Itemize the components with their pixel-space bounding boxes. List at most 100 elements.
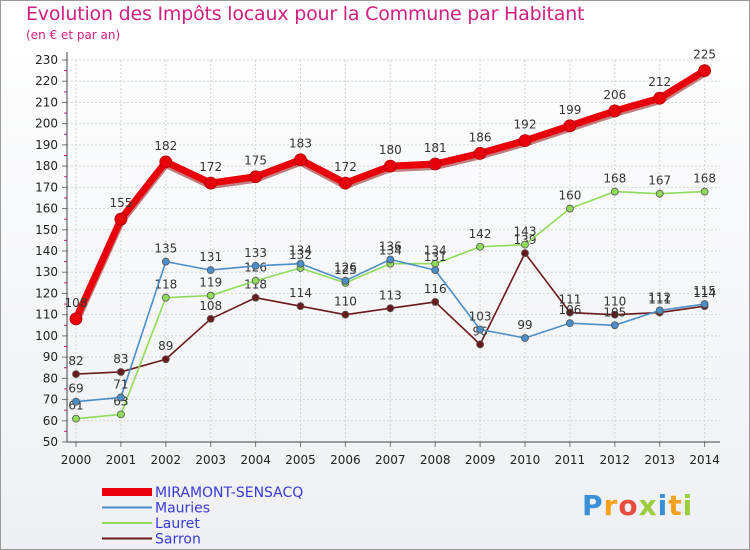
data-point: [117, 410, 125, 419]
proxiti-logo: Proxiti: [582, 489, 693, 522]
data-label: 110: [603, 295, 626, 309]
data-label: 134: [379, 244, 402, 258]
logo-letter: x: [638, 489, 658, 522]
x-tick-label: 2002: [151, 453, 182, 467]
x-tick-label: 2007: [375, 453, 406, 467]
logo-letter: o: [618, 489, 639, 522]
data-label: 110: [334, 295, 357, 309]
data-point: [431, 266, 440, 275]
data-label: 116: [424, 282, 447, 296]
data-label: 126: [334, 261, 357, 275]
data-point: [476, 340, 485, 349]
y-tick-label: 180: [35, 159, 58, 173]
y-tick-label: 160: [35, 202, 58, 216]
data-point: [251, 276, 260, 285]
data-point: [72, 397, 80, 406]
data-label: 182: [154, 139, 177, 153]
data-point: [338, 176, 352, 190]
y-tick-label: 130: [35, 265, 58, 279]
data-point: [476, 325, 485, 334]
data-point: [206, 315, 215, 323]
series-miramont-sensacq: 108 155 182 172 175 183 172 180 181 186 192 199 206 2…: [65, 48, 716, 326]
data-label: 118: [244, 278, 267, 292]
y-tick-label: 80: [43, 371, 58, 385]
data-label: 192: [514, 118, 537, 132]
data-label: 108: [65, 296, 88, 310]
data-label: 167: [648, 174, 671, 188]
data-label: 131: [424, 250, 447, 264]
data-point: [521, 240, 529, 249]
data-point: [473, 146, 487, 160]
data-label: 69: [68, 382, 83, 396]
x-tick-label: 2006: [330, 453, 361, 467]
x-tick-label: 2008: [420, 453, 451, 467]
data-point: [610, 187, 619, 196]
data-point: [518, 134, 532, 148]
data-point: [249, 170, 263, 184]
data-point: [341, 310, 350, 319]
data-label: 143: [514, 225, 537, 239]
data-label: 181: [424, 141, 447, 155]
data-point: [698, 64, 711, 78]
data-label: 180: [379, 143, 402, 157]
data-point: [159, 155, 173, 169]
legend-label: Mauries: [155, 501, 210, 517]
data-label: 113: [379, 288, 402, 302]
y-tick-label: 230: [35, 53, 58, 67]
data-point: [386, 255, 395, 264]
data-label: 89: [158, 339, 173, 353]
data-label: 114: [289, 286, 312, 300]
data-point: [161, 293, 170, 302]
data-point: [72, 370, 80, 378]
y-tick-label: 90: [43, 350, 58, 364]
data-point: [610, 310, 619, 319]
y-tick-label: 140: [35, 244, 58, 258]
logo-letter: i: [657, 489, 669, 522]
data-point: [476, 242, 485, 251]
data-point: [383, 159, 397, 173]
data-point: [653, 91, 667, 105]
data-label: 134: [289, 244, 312, 258]
series-lauret: 6163118119126132125134134142143160168167…: [68, 172, 716, 423]
data-label: 134: [424, 244, 447, 258]
data-point: [566, 308, 574, 317]
x-tick-label: 2001: [106, 453, 137, 467]
data-label: 168: [693, 172, 716, 186]
data-label: 111: [648, 293, 671, 307]
x-tick-label: 2000: [61, 453, 92, 467]
data-point: [251, 261, 260, 270]
data-label: 199: [558, 103, 581, 117]
y-tick-label: 190: [35, 138, 58, 152]
data-point: [206, 266, 215, 275]
chart-subtitle: (en € et par an): [26, 28, 121, 42]
data-point: [294, 153, 307, 167]
data-label: 103: [469, 310, 492, 324]
data-point: [204, 176, 218, 190]
data-label: 99: [517, 318, 532, 332]
data-label: 111: [558, 293, 581, 307]
data-point: [700, 300, 709, 308]
data-point: [117, 368, 125, 376]
data-label: 132: [289, 248, 312, 262]
legend-label: Lauret: [155, 516, 200, 532]
data-point: [251, 293, 260, 302]
data-point: [700, 187, 709, 196]
y-tick-label: 120: [35, 286, 58, 300]
data-label: 125: [334, 263, 357, 277]
data-point: [117, 393, 125, 402]
data-label: 155: [109, 196, 132, 210]
y-tick-label: 50: [43, 435, 58, 449]
legend-label: MIRAMONT-SENSACQ: [155, 485, 303, 501]
legend-label: Sarron: [155, 532, 201, 548]
logo-letter: r: [603, 489, 619, 522]
data-label: 119: [199, 276, 222, 290]
y-tick-label: 170: [35, 180, 58, 194]
data-label: 142: [469, 227, 492, 241]
x-tick-label: 2009: [465, 453, 496, 467]
data-label: 139: [514, 233, 537, 247]
x-tick-label: 2004: [240, 453, 271, 467]
data-label: 172: [334, 160, 357, 174]
data-label: 82: [68, 354, 83, 368]
data-label: 133: [244, 246, 267, 260]
